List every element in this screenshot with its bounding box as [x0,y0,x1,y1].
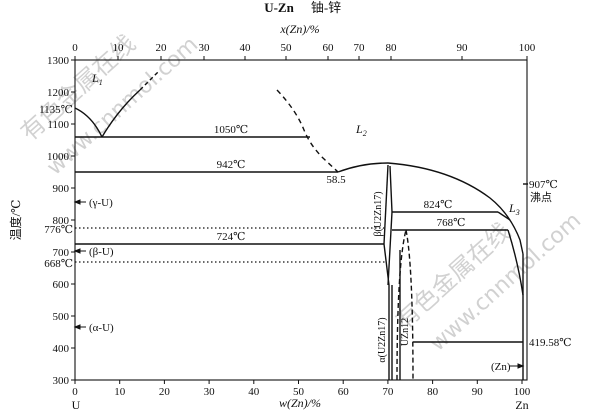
label-824: 824℃ [424,199,453,211]
left-tick-label: 500 [53,311,70,323]
element-right-zn: Zn [515,398,528,412]
label-l3: L3 [508,201,520,217]
left-tick-label: 400 [53,343,70,355]
left-tick-label: 900 [53,183,70,195]
top-tick-label: 50 [281,42,293,54]
label-l1-sub: 1 [99,78,103,87]
uzn12-dome-right [405,229,414,381]
beta-arrowhead [73,248,81,254]
beta-right-boundary [387,165,393,286]
label-beta-phase: β(U2Zn17) [373,191,384,236]
element-left-u: U [72,398,81,412]
label-zn-phase: (Zn) [491,361,511,373]
left-tick-label: 1100 [47,119,69,131]
top-tick-label: 0 [72,42,78,54]
label-gamma-u: (γ-U) [89,197,113,209]
left-axis-ticks: 300 400 500 600 700 800 900 1000 1100 1200 1300 [47,55,75,387]
label-942: 942℃ [217,159,246,171]
top-axis-ticks: 0 10 20 30 40 50 60 70 80 90 100 [72,42,536,60]
bottom-tick-label: 0 [72,386,78,398]
top-tick-label: 10 [113,42,125,54]
uzn12-liquidus [497,211,511,221]
label-1050: 1050℃ [214,124,248,136]
bottom-tick-label: 40 [248,386,260,398]
top-axis-label: x(Zn)/% [279,22,319,36]
label-uzn12: UZn12 [400,318,411,346]
top-tick-label: 40 [240,42,252,54]
label-alpha-u: (α-U) [89,322,114,334]
alpha-left-boundary [383,243,390,380]
left-tick-label: 800 [53,215,70,227]
label-l2: L2 [355,122,367,138]
bottom-tick-label: 100 [514,386,531,398]
top-tick-label: 80 [386,42,398,54]
label-eutectic: 58.5 [326,174,346,186]
diagram-title-system: U-Zn [264,0,294,15]
top-tick-label: 30 [199,42,211,54]
label-boiling-value: 907℃ [529,179,558,191]
label-l3-main: L [508,201,516,215]
miscibility-gap-dashed [276,89,339,173]
liquidus-l1-right [101,89,141,138]
region-arrows [73,199,525,369]
bottom-tick-label: 80 [427,386,439,398]
uzn12-dome-left [396,229,407,381]
label-alpha-phase: α(U2Zn17) [377,317,388,362]
label-l3-sub: 3 [515,208,520,217]
zn-side-boundary [507,229,524,296]
liquidus-zn-side [387,162,524,255]
beta-left-boundary [383,164,389,245]
bottom-tick-label: 90 [472,386,484,398]
label-boiling-word: 沸点 [530,191,552,204]
bottom-tick-label: 60 [338,386,350,398]
top-tick-label: 60 [323,42,335,54]
bottom-tick-label: 70 [382,386,394,398]
phase-boundaries [74,71,528,381]
label-l2-sub: 2 [363,129,367,138]
diagram-title-chinese: 铀-锌 [311,0,341,15]
gamma-arrowhead [73,199,81,205]
bottom-tick-label: 30 [204,386,216,398]
label-beta-u: (β-U) [89,246,114,258]
left-tick-label: 1000 [47,151,70,163]
left-tick-label: 300 [53,375,70,387]
label-724: 724℃ [217,231,246,243]
bottom-tick-label: 20 [159,386,171,398]
zn-arrowhead [517,363,525,369]
left-tick-label: 1300 [47,55,70,67]
alpha-arrowhead [73,324,81,330]
label-l1-main: L [91,71,99,85]
label-l2-main: L [355,122,363,136]
left-tick-label: 600 [53,279,70,291]
liquidus-l1-dashed [139,71,159,91]
bottom-tick-label: 10 [114,386,126,398]
top-tick-label: 70 [354,42,366,54]
label-melting: 419.58℃ [529,337,572,349]
top-tick-label: 100 [519,42,536,54]
left-special-1135: 1135℃ [39,104,73,116]
liquidus-to-beta [337,162,389,173]
liquidus-l1-left [74,107,103,138]
label-l1: L1 [91,71,103,87]
bottom-axis-label: w(Zn)/% [279,396,321,410]
bottom-tick-label: 50 [293,386,305,398]
left-special-776: 776℃ [44,224,73,236]
allotropic-lines [75,227,386,263]
label-768: 768℃ [437,217,466,229]
left-tick-label: 1200 [47,87,70,99]
bottom-axis-ticks: 0 10 20 30 40 50 60 70 80 90 100 [72,380,531,398]
top-tick-label: 90 [457,42,469,54]
left-tick-label: 700 [53,247,70,259]
left-axis-label: 温度/℃ [8,200,23,241]
top-tick-label: 20 [156,42,168,54]
left-special-668: 668℃ [44,258,73,270]
